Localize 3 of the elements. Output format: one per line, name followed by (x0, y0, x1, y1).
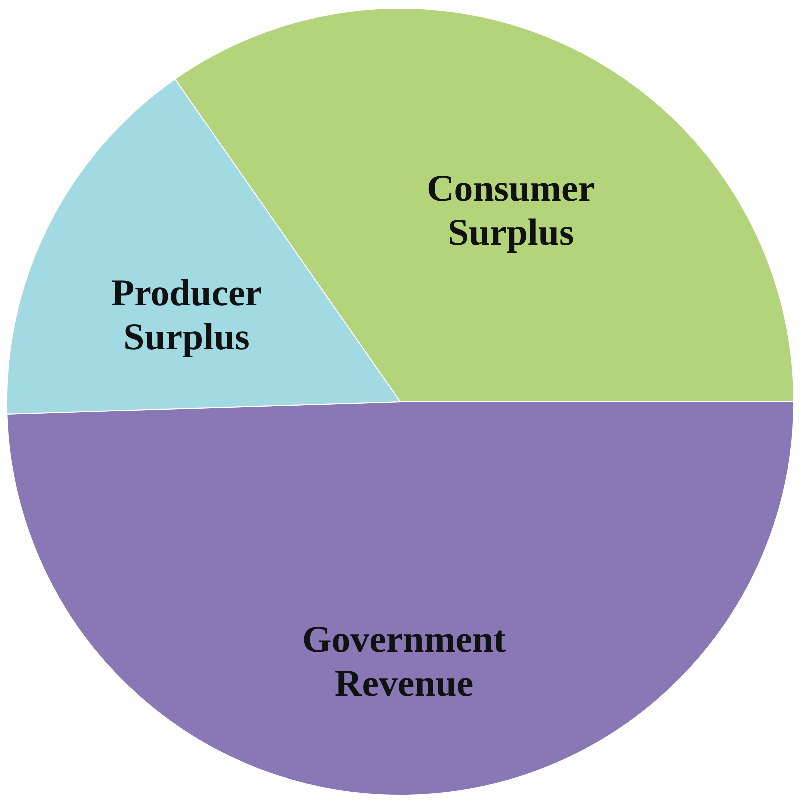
slice-label: Consumer Surplus (426, 168, 596, 254)
slice-label: Government Revenue (302, 619, 507, 705)
slice-label: Producer Surplus (111, 272, 262, 359)
